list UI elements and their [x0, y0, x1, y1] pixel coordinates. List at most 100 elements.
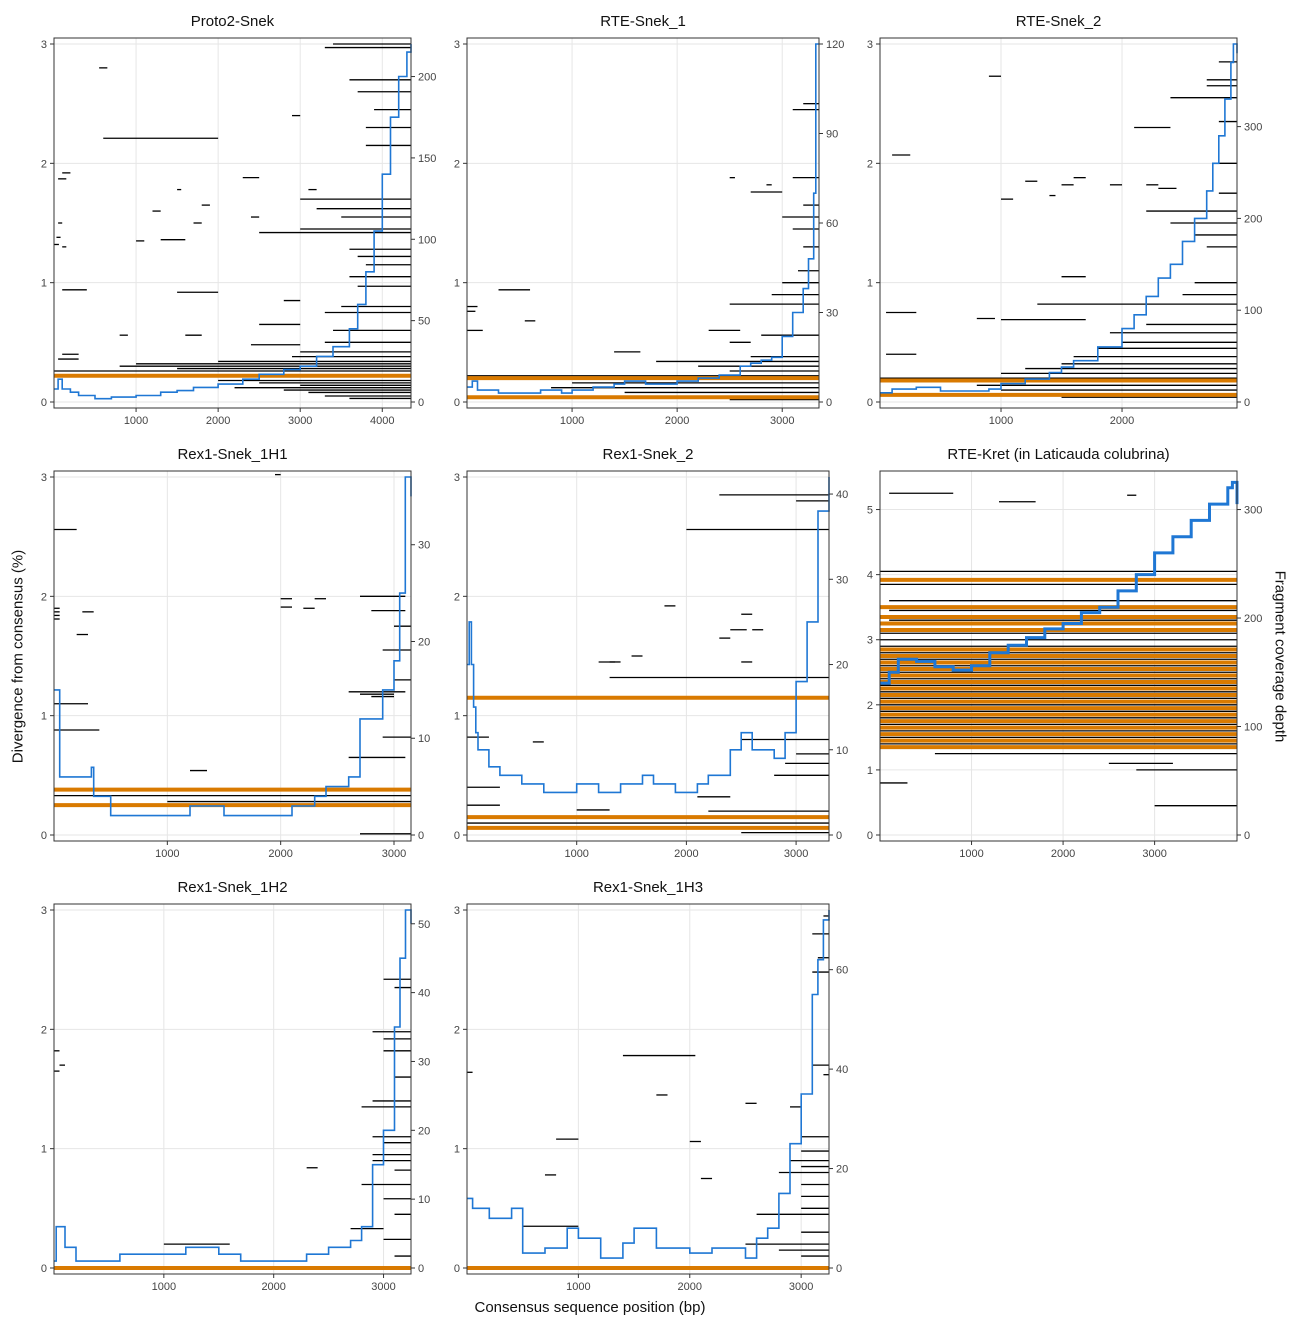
- y-tick-label: 3: [867, 39, 873, 51]
- x-tick-label: 2000: [674, 848, 698, 860]
- y-tick-label: 1: [41, 711, 47, 723]
- y2-tick-label: 20: [418, 636, 430, 648]
- y-tick-label: 3: [454, 472, 460, 484]
- coverage-line: [54, 44, 412, 400]
- y-tick-label: 2: [41, 158, 47, 170]
- y2-tick-label: 10: [418, 733, 430, 745]
- panel-frame: [466, 470, 830, 842]
- y2-tick-label: 50: [418, 919, 430, 931]
- y-tick-label: 1: [454, 1144, 460, 1156]
- plot-background: [54, 471, 411, 841]
- y2-tick-label: 0: [1244, 830, 1250, 842]
- x-tick-label: 1000: [564, 848, 588, 860]
- y-tick-label: 3: [41, 905, 47, 917]
- y-tick-label: 0: [41, 830, 47, 842]
- x-tick-label: 3000: [789, 1281, 813, 1293]
- y2-tick-label: 120: [826, 39, 844, 51]
- y-tick-label: 0: [41, 1263, 47, 1275]
- panel-title: Rex1-Snek_1H3: [593, 879, 703, 896]
- y-tick-label: 3: [41, 39, 47, 51]
- y-tick-label: 4: [867, 570, 873, 582]
- x-tick-label: 2000: [268, 848, 292, 860]
- y2-tick-label: 30: [418, 540, 430, 552]
- y2-tick-label: 0: [1244, 397, 1250, 409]
- panel-title: Rex1-Snek_1H1: [177, 446, 287, 463]
- x-tick-label: 1000: [155, 848, 179, 860]
- y2-tick-label: 40: [836, 489, 848, 501]
- y-tick-label: 3: [454, 905, 460, 917]
- y2-tick-label: 30: [418, 1056, 430, 1068]
- panel-title: Rex1-Snek_2: [603, 446, 694, 463]
- panel-title: RTE-Kret (in Laticauda colubrina): [947, 446, 1169, 463]
- y-tick-label: 0: [454, 397, 460, 409]
- x-tick-label: 2000: [678, 1281, 702, 1293]
- panel-frame: [53, 470, 412, 842]
- y-tick-label: 3: [41, 472, 47, 484]
- y-tick-label: 2: [41, 1024, 47, 1036]
- y-tick-label: 1: [454, 278, 460, 290]
- y-tick-label: 0: [454, 830, 460, 842]
- panel-1: Proto2-Snek 0 1 2 3 0 50 100 150 200 1000 2000 3000 4…: [41, 13, 436, 427]
- panel-frame: [879, 37, 1238, 409]
- y2-tick-label: 10: [836, 745, 848, 757]
- panel-6: RTE-Kret (in Laticauda colubrina) 0 1 2 3 4 5 0…: [867, 446, 1262, 860]
- y-tick-label: 0: [867, 830, 873, 842]
- y-tick-label: 2: [454, 591, 460, 603]
- y-tick-label: 2: [454, 158, 460, 170]
- y2-tick-label: 60: [826, 218, 838, 230]
- coverage-line: [880, 480, 1239, 685]
- y2-tick-label: 0: [836, 830, 842, 842]
- x-tick-label: 2000: [1110, 415, 1134, 427]
- y-tick-label: 2: [867, 700, 873, 712]
- panel-8: Rex1-Snek_1H3 0 1 2 3 0 20 40 60 1000 2000 3000: [454, 879, 848, 1293]
- panel-frame: [466, 903, 830, 1275]
- y-tick-label: 1: [41, 278, 47, 290]
- panel-title: Rex1-Snek_1H2: [177, 879, 287, 896]
- y2-tick-label: 30: [836, 574, 848, 586]
- panel-3: RTE-Snek_2 0 1 2 3 0 100 200 300 1000 2000: [867, 13, 1262, 427]
- coverage-line: [467, 43, 819, 394]
- y-tick-label: 1: [867, 765, 873, 777]
- y2-tick-label: 0: [836, 1263, 842, 1275]
- y2-tick-label: 50: [418, 316, 430, 328]
- coverage-line: [467, 477, 830, 794]
- y-tick-label: 0: [867, 397, 873, 409]
- plot-background: [467, 38, 819, 408]
- x-tick-label: 2000: [206, 415, 230, 427]
- plot-background: [54, 38, 411, 408]
- y-tick-label: 2: [454, 1024, 460, 1036]
- y2-tick-label: 300: [1244, 505, 1262, 517]
- y-tick-label: 3: [454, 39, 460, 51]
- y-tick-label: 1: [867, 278, 873, 290]
- x-tick-label: 3000: [1142, 848, 1166, 860]
- x-tick-label: 3000: [770, 415, 794, 427]
- x-tick-label: 1000: [124, 415, 148, 427]
- coverage-line: [54, 909, 412, 1262]
- x-tick-label: 2000: [1051, 848, 1075, 860]
- y2-tick-label: 40: [418, 988, 430, 1000]
- y-tick-label: 2: [867, 158, 873, 170]
- x-tick-label: 3000: [382, 848, 406, 860]
- y2-tick-label: 100: [1244, 305, 1262, 317]
- y2-tick-label: 200: [1244, 213, 1262, 225]
- y2-tick-label: 60: [836, 965, 848, 977]
- y2-tick-label: 0: [418, 830, 424, 842]
- y2-tick-label: 40: [836, 1064, 848, 1076]
- y2-tick-label: 200: [1244, 613, 1262, 625]
- coverage-line: [467, 910, 830, 1259]
- y2-tick-label: 300: [1244, 122, 1262, 134]
- y2-tick-label: 200: [418, 72, 436, 84]
- panel-title: RTE-Snek_1: [600, 13, 686, 30]
- x-tick-label: 3000: [371, 1281, 395, 1293]
- panel-frame: [53, 903, 412, 1275]
- x-tick-label: 1000: [566, 1281, 590, 1293]
- y-tick-label: 1: [454, 711, 460, 723]
- panel-frame: [53, 37, 412, 409]
- x-tick-label: 1000: [560, 415, 584, 427]
- x-tick-label: 2000: [665, 415, 689, 427]
- y2-tick-label: 0: [418, 1263, 424, 1275]
